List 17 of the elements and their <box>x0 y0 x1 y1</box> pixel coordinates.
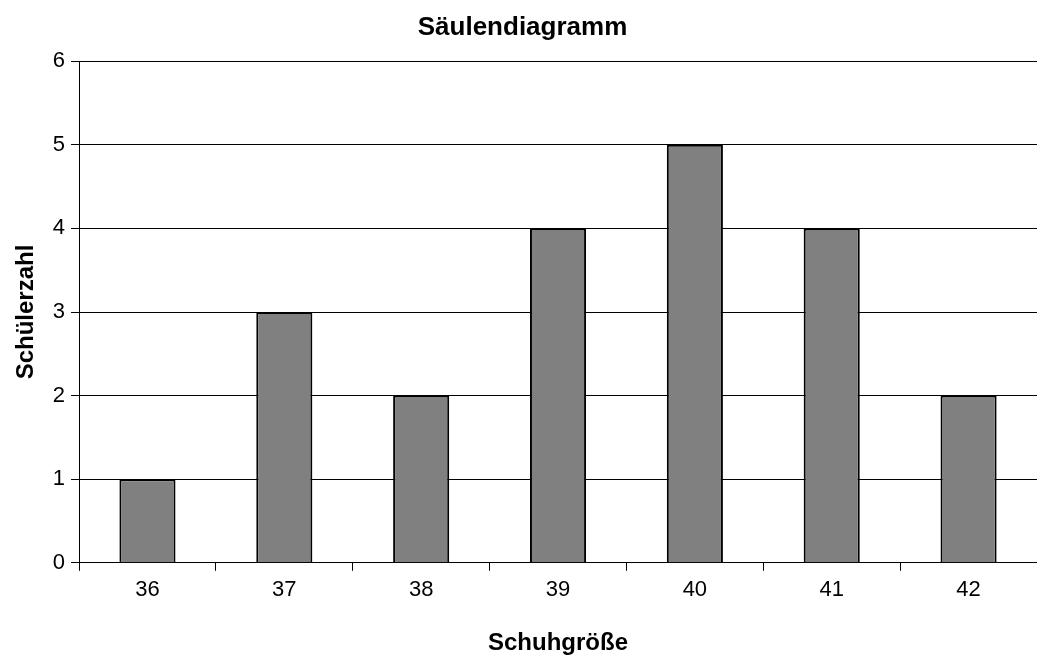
x-tick-label: 39 <box>545 576 571 602</box>
y-tick-label: 1 <box>52 465 66 491</box>
y-tick-label: 5 <box>52 130 66 156</box>
y-axis-title: Schülerzahl <box>11 244 39 380</box>
y-tick-label: 6 <box>52 47 66 73</box>
y-tick-label: 3 <box>52 298 66 324</box>
y-tick-label: 0 <box>52 548 66 574</box>
chart-title: Säulendiagramm <box>417 10 628 41</box>
x-tick-label: 40 <box>682 576 708 602</box>
x-tick-label: 38 <box>408 576 434 602</box>
y-tick-label: 2 <box>52 381 66 407</box>
x-tick-label: 41 <box>819 576 844 602</box>
x-tick-label: 42 <box>956 576 981 602</box>
x-tick-label: 36 <box>135 576 160 602</box>
x-axis-title: Schuhgröße <box>488 628 629 656</box>
y-tick-label: 4 <box>52 214 66 240</box>
x-tick-label: 37 <box>272 576 297 602</box>
